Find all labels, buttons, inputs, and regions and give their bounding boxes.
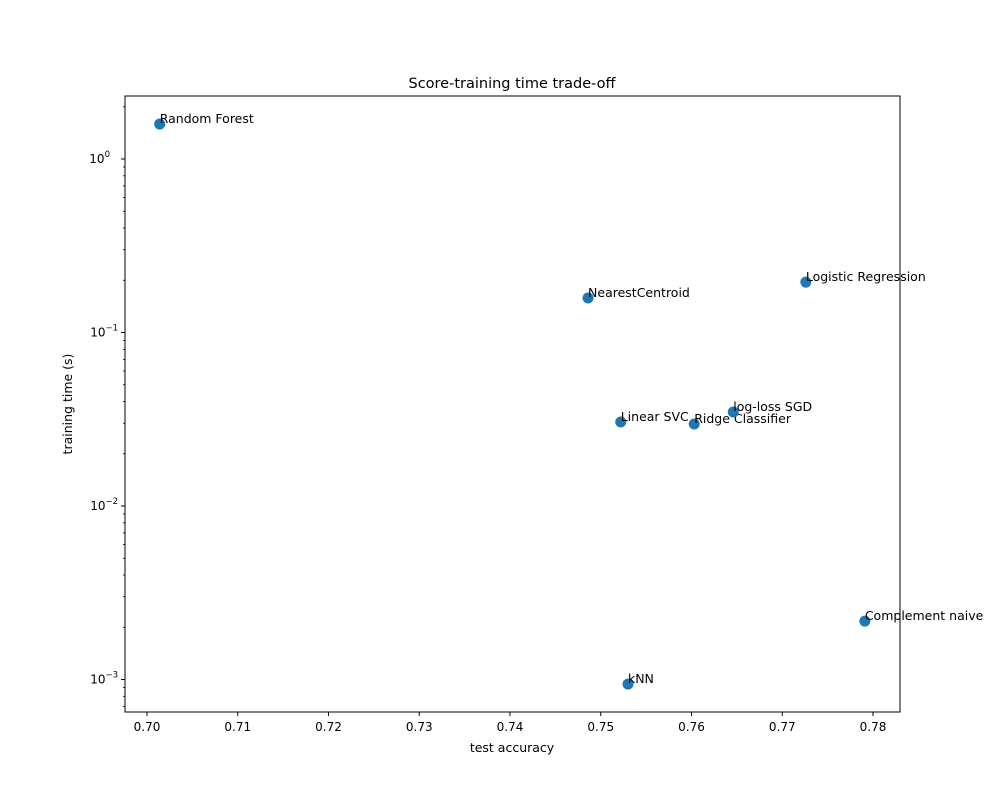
point-label: Ridge Classifier xyxy=(694,411,792,426)
x-axis-label: test accuracy xyxy=(470,740,555,755)
point-marker xyxy=(615,416,627,428)
point-label: Linear SVC xyxy=(621,409,689,424)
plot-area-frame xyxy=(124,95,901,713)
data-point: Linear SVC xyxy=(615,409,689,428)
point-label: Logistic Regression xyxy=(806,269,926,284)
point-label: log-loss SGD xyxy=(733,399,812,414)
data-point: kNN xyxy=(622,671,654,690)
point-marker xyxy=(727,406,739,418)
y-tick-label: 100 xyxy=(89,150,110,166)
x-tick-label: 0.70 xyxy=(134,720,161,734)
x-tick-label: 0.77 xyxy=(769,720,796,734)
data-point: log-loss SGD xyxy=(727,399,812,418)
y-tick-label: 10−2 xyxy=(90,497,118,513)
data-point: Complement naive xyxy=(859,608,984,627)
point-label: kNN xyxy=(628,671,654,686)
data-point: Logistic Regression xyxy=(800,269,926,288)
point-marker xyxy=(859,615,871,627)
data-point: Random Forest xyxy=(154,111,254,130)
x-tick-label: 0.72 xyxy=(315,720,342,734)
x-tick-label: 0.75 xyxy=(587,720,614,734)
x-tick-label: 0.74 xyxy=(497,720,524,734)
point-label: Complement naive xyxy=(865,608,984,623)
point-marker xyxy=(688,418,700,430)
y-axis-label: training time (s) xyxy=(60,354,75,455)
chart-title: Score-training time trade-off xyxy=(408,76,616,92)
x-tick-label: 0.78 xyxy=(860,720,887,734)
point-marker xyxy=(582,292,594,304)
y-tick-label: 10−1 xyxy=(90,324,118,340)
x-tick-label: 0.76 xyxy=(678,720,705,734)
y-axis-ticks: 100 10−1 10−2 10−3 xyxy=(89,106,125,707)
x-axis-ticks: 0.70 0.71 0.72 0.73 0.74 0.75 0.76 0.77 0.78 xyxy=(134,712,887,734)
point-marker xyxy=(154,118,166,130)
data-points: Random Forest NearestCentroid Logistic Reg… xyxy=(154,111,984,690)
x-tick-label: 0.71 xyxy=(224,720,251,734)
point-marker xyxy=(800,276,812,288)
data-point: NearestCentroid xyxy=(582,285,690,304)
point-label: Random Forest xyxy=(160,111,254,126)
y-tick-label: 10−3 xyxy=(90,671,118,687)
point-marker xyxy=(622,678,634,690)
point-label: NearestCentroid xyxy=(588,285,690,300)
x-tick-label: 0.73 xyxy=(406,720,433,734)
data-point: Ridge Classifier xyxy=(688,411,792,430)
